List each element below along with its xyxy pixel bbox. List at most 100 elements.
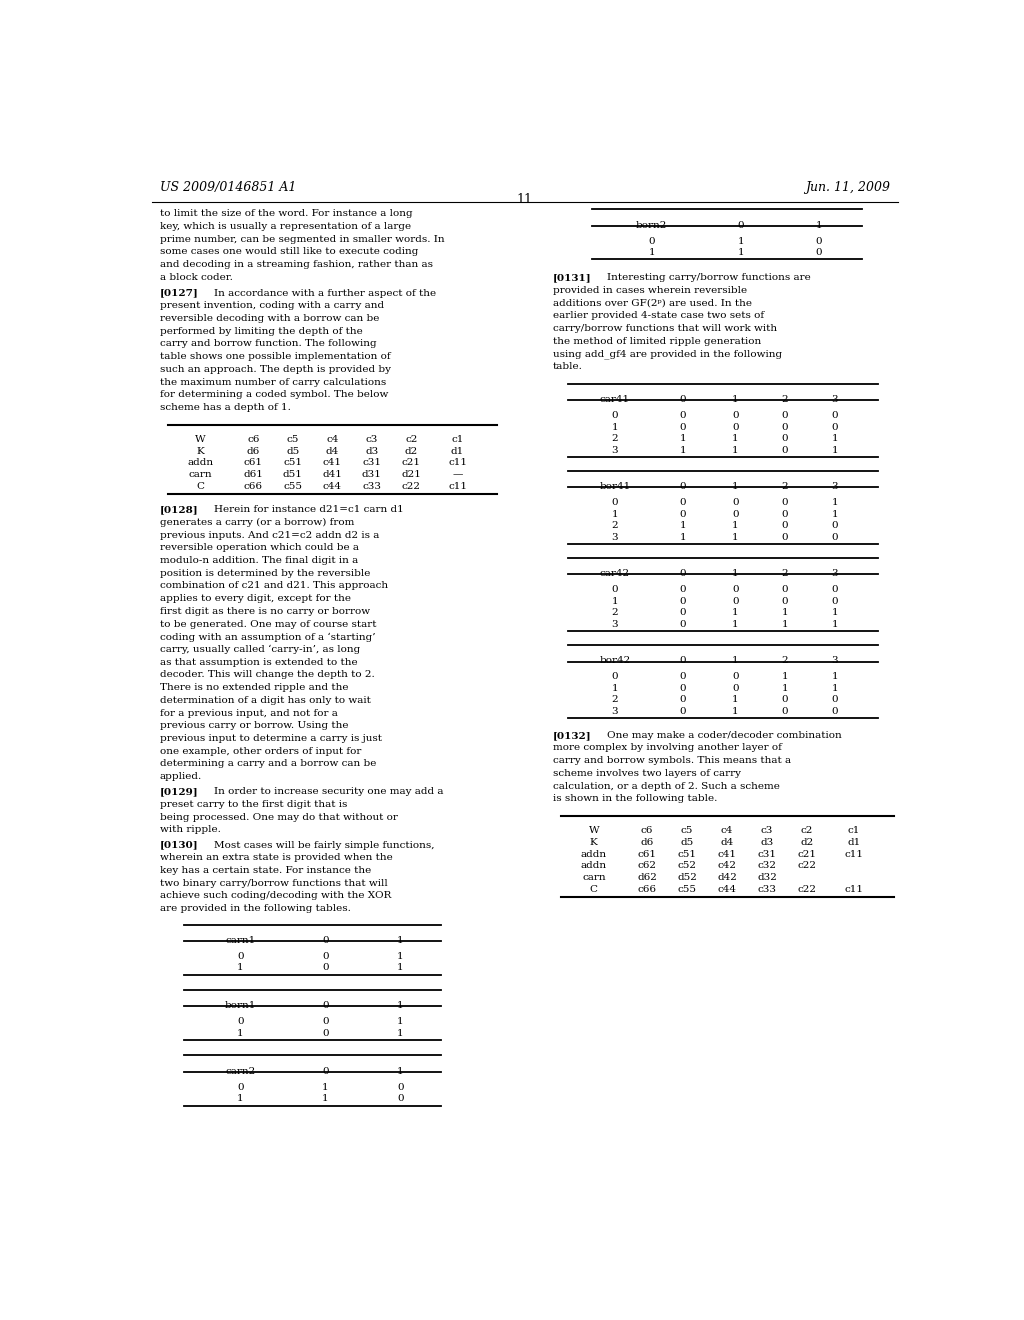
Text: c41: c41 [718, 850, 736, 859]
Text: c1: c1 [452, 434, 464, 444]
Text: 0: 0 [680, 619, 686, 628]
Text: 1: 1 [611, 510, 618, 519]
Text: with ripple.: with ripple. [160, 825, 220, 834]
Text: 2: 2 [781, 482, 788, 491]
Text: 0: 0 [815, 248, 822, 257]
Text: 0: 0 [611, 585, 618, 594]
Text: c62: c62 [638, 862, 656, 870]
Text: 1: 1 [732, 434, 739, 444]
Text: d5: d5 [286, 446, 299, 455]
Text: 1: 1 [781, 619, 788, 628]
Text: 1: 1 [397, 1067, 403, 1076]
Text: 2: 2 [611, 696, 618, 704]
Text: addn: addn [581, 850, 607, 859]
Text: c2: c2 [801, 826, 813, 836]
Text: 0: 0 [323, 1028, 329, 1038]
Text: 0: 0 [732, 422, 739, 432]
Text: 1: 1 [397, 1028, 403, 1038]
Text: are provided in the following tables.: are provided in the following tables. [160, 904, 350, 913]
Text: 1: 1 [680, 532, 686, 541]
Text: One may make a coder/decoder combination: One may make a coder/decoder combination [606, 731, 842, 739]
Text: 0: 0 [831, 706, 838, 715]
Text: c51: c51 [678, 850, 696, 859]
Text: 0: 0 [781, 422, 788, 432]
Text: 3: 3 [611, 446, 618, 454]
Text: 0: 0 [680, 569, 686, 578]
Text: addn: addn [187, 458, 214, 467]
Text: c61: c61 [244, 458, 263, 467]
Text: 1: 1 [831, 619, 838, 628]
Text: 0: 0 [680, 706, 686, 715]
Text: d2: d2 [404, 446, 418, 455]
Text: 0: 0 [781, 434, 788, 444]
Text: 1: 1 [737, 236, 744, 246]
Text: born2: born2 [636, 220, 668, 230]
Text: 0: 0 [732, 684, 739, 693]
Text: 0: 0 [680, 498, 686, 507]
Text: Most cases will be fairly simple functions,: Most cases will be fairly simple functio… [214, 841, 434, 850]
Text: 0: 0 [323, 1018, 329, 1026]
Text: 3: 3 [831, 396, 838, 404]
Text: 0: 0 [680, 609, 686, 618]
Text: for a previous input, and not for a: for a previous input, and not for a [160, 709, 338, 718]
Text: such an approach. The depth is provided by: such an approach. The depth is provided … [160, 364, 391, 374]
Text: 0: 0 [781, 696, 788, 704]
Text: provided in cases wherein reversible: provided in cases wherein reversible [553, 286, 746, 296]
Text: 0: 0 [781, 532, 788, 541]
Text: 1: 1 [831, 510, 838, 519]
Text: earlier provided 4-state case two sets of: earlier provided 4-state case two sets o… [553, 312, 764, 321]
Text: c21: c21 [401, 458, 421, 467]
Text: 1: 1 [611, 684, 618, 693]
Text: c11: c11 [449, 482, 467, 491]
Text: 0: 0 [831, 532, 838, 541]
Text: 1: 1 [831, 498, 838, 507]
Text: W: W [196, 434, 206, 444]
Text: one example, other orders of input for: one example, other orders of input for [160, 747, 361, 755]
Text: a block coder.: a block coder. [160, 273, 232, 281]
Text: key, which is usually a representation of a large: key, which is usually a representation o… [160, 222, 411, 231]
Text: performed by limiting the depth of the: performed by limiting the depth of the [160, 327, 362, 335]
Text: c55: c55 [678, 886, 696, 894]
Text: 1: 1 [737, 248, 744, 257]
Text: to be generated. One may of course start: to be generated. One may of course start [160, 619, 376, 628]
Text: 2: 2 [611, 609, 618, 618]
Text: c51: c51 [284, 458, 302, 467]
Text: c4: c4 [327, 434, 339, 444]
Text: c52: c52 [678, 862, 696, 870]
Text: Interesting carry/borrow functions are: Interesting carry/borrow functions are [606, 273, 810, 282]
Text: using add_gf4 are provided in the following: using add_gf4 are provided in the follow… [553, 350, 781, 359]
Text: c11: c11 [845, 850, 863, 859]
Text: 1: 1 [397, 1018, 403, 1026]
Text: carry, usually called ‘carry-in’, as long: carry, usually called ‘carry-in’, as lon… [160, 645, 360, 655]
Text: being processed. One may do that without or: being processed. One may do that without… [160, 813, 397, 822]
Text: 1: 1 [815, 220, 822, 230]
Text: d42: d42 [717, 874, 737, 882]
Text: 1: 1 [323, 1082, 329, 1092]
Text: c44: c44 [323, 482, 342, 491]
Text: c42: c42 [718, 862, 736, 870]
Text: c3: c3 [761, 826, 773, 836]
Text: 11: 11 [517, 193, 532, 206]
Text: carry/borrow functions that will work with: carry/borrow functions that will work wi… [553, 325, 776, 333]
Text: 0: 0 [680, 585, 686, 594]
Text: carn: carn [582, 874, 605, 882]
Text: d5: d5 [681, 838, 694, 847]
Text: 1: 1 [732, 482, 739, 491]
Text: 0: 0 [737, 220, 744, 230]
Text: 0: 0 [680, 672, 686, 681]
Text: 1: 1 [732, 396, 739, 404]
Text: C: C [197, 482, 205, 491]
Text: 0: 0 [680, 510, 686, 519]
Text: d4: d4 [721, 838, 734, 847]
Text: 0: 0 [781, 585, 788, 594]
Text: c66: c66 [638, 886, 656, 894]
Text: 0: 0 [680, 696, 686, 704]
Text: scheme has a depth of 1.: scheme has a depth of 1. [160, 403, 291, 412]
Text: 0: 0 [831, 585, 838, 594]
Text: 0: 0 [323, 936, 329, 945]
Text: 0: 0 [781, 446, 788, 454]
Text: 2: 2 [781, 396, 788, 404]
Text: 1: 1 [732, 656, 739, 665]
Text: c31: c31 [362, 458, 381, 467]
Text: 0: 0 [831, 696, 838, 704]
